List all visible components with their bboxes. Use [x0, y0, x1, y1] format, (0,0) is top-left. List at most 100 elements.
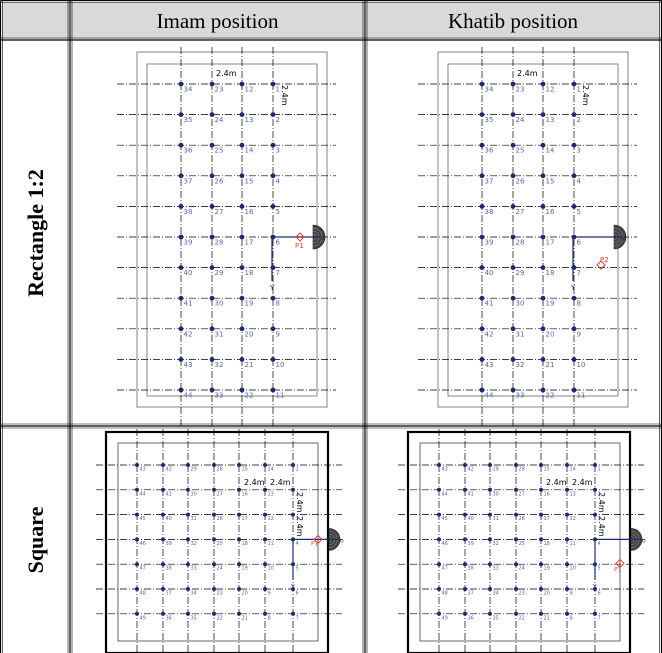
reference-point-label: P2 — [600, 256, 609, 264]
column-node — [510, 387, 516, 393]
x-axis-label: o — [622, 234, 626, 242]
reference-point-marker — [295, 232, 305, 242]
column-number-label: 26 — [519, 516, 525, 522]
spacing-label-horizontal: 2.4m — [572, 478, 593, 487]
column-node — [539, 537, 543, 542]
column-number-label: 16 — [544, 491, 550, 497]
column-node — [479, 295, 485, 301]
column-node — [437, 463, 441, 467]
column-number-label: 11 — [276, 392, 285, 400]
column-node — [239, 295, 245, 301]
column-node — [237, 611, 241, 616]
column-node — [270, 295, 276, 301]
column-node — [514, 562, 518, 567]
column-number-label: 43 — [485, 361, 494, 369]
column-node — [135, 562, 139, 567]
column-number-label: 18 — [245, 269, 254, 277]
column-node — [237, 512, 241, 517]
column-number-label: 37 — [485, 177, 494, 185]
column-number-label: 14 — [245, 147, 254, 155]
column-node — [291, 611, 295, 616]
spacing-label-vertical: 2.4m — [597, 516, 606, 537]
mihrab-hatch — [613, 227, 624, 247]
column-number-label: 1 — [276, 86, 280, 94]
column-node — [437, 512, 441, 517]
column-node — [239, 204, 245, 209]
column-number-label: 20 — [242, 591, 248, 597]
column-number-label: 45 — [140, 516, 146, 522]
column-node — [479, 357, 485, 362]
column-number-label: 7 — [276, 269, 280, 277]
column-number-label: 3 — [276, 147, 280, 155]
column-number-label: 23 — [215, 86, 224, 94]
column-node — [161, 587, 165, 591]
column-number-label: 33 — [516, 392, 525, 400]
column-number-label: 30 — [191, 491, 197, 497]
column-number-label: 5 — [598, 566, 601, 572]
column-node — [479, 142, 485, 148]
column-node — [186, 562, 190, 567]
column-node — [186, 487, 190, 492]
column-number-label: 30 — [493, 491, 499, 497]
column-node — [593, 587, 597, 591]
column-node — [565, 487, 569, 492]
column-node — [161, 463, 165, 467]
column-number-label: 40 — [184, 269, 193, 277]
column-node — [135, 463, 139, 467]
column-number-label: 39 — [468, 541, 474, 547]
column-number-label: 9 — [570, 591, 573, 597]
column-number-label: 36 — [485, 147, 494, 155]
column-node — [488, 611, 492, 616]
column-number-label: 30 — [516, 300, 525, 308]
column-number-label: 35 — [191, 615, 197, 621]
column-number-label: 26 — [516, 177, 525, 185]
column-number-label: 17 — [546, 239, 555, 247]
column-number-label: 18 — [242, 541, 248, 547]
column-node — [212, 463, 216, 467]
column-node — [237, 587, 241, 591]
column-number-label: 35 — [184, 116, 193, 124]
column-number-label: 13 — [268, 491, 274, 497]
column-number-label: 46 — [442, 541, 448, 547]
column-node — [161, 562, 165, 567]
column-node — [514, 537, 518, 542]
column-number-label: 5 — [577, 208, 581, 216]
reference-point-marker — [596, 260, 606, 270]
column-number-label: 9 — [276, 330, 280, 338]
column-node — [270, 387, 276, 393]
column-number-label: 33 — [191, 566, 197, 572]
column-node — [565, 537, 569, 542]
column-node — [479, 234, 485, 240]
column-number-label: 29 — [516, 269, 525, 277]
column-number-label: 13 — [546, 116, 555, 124]
column-number-label: 44 — [442, 491, 448, 497]
column-number-label: 44 — [184, 392, 193, 400]
column-node — [571, 326, 577, 332]
column-number-label: 8 — [268, 615, 271, 621]
column-node — [161, 512, 165, 517]
column-number-label: 13 — [570, 491, 576, 497]
column-number-label: 38 — [468, 566, 474, 572]
column-number-label: 47 — [442, 566, 448, 572]
column-node — [479, 387, 485, 393]
column-node — [540, 265, 546, 270]
column-node — [514, 487, 518, 492]
column-node — [161, 537, 165, 542]
column-number-label: 20 — [245, 330, 254, 338]
column-number-label: 48 — [140, 591, 146, 597]
column-node — [539, 463, 543, 467]
column-node — [263, 587, 267, 591]
column-number-label: 47 — [140, 566, 146, 572]
outer-wall — [437, 51, 629, 408]
column-number-label: 25 — [516, 147, 525, 155]
column-node — [209, 265, 215, 270]
column-number-label: 42 — [468, 467, 474, 473]
column-node — [178, 387, 184, 393]
column-node — [510, 81, 516, 87]
column-node — [186, 463, 190, 467]
column-number-label: 25 — [217, 541, 223, 547]
column-number-label: 31 — [516, 330, 525, 338]
column-number-label: 34 — [485, 86, 494, 94]
column-node — [270, 142, 276, 148]
column-number-label: 17 — [242, 516, 248, 522]
